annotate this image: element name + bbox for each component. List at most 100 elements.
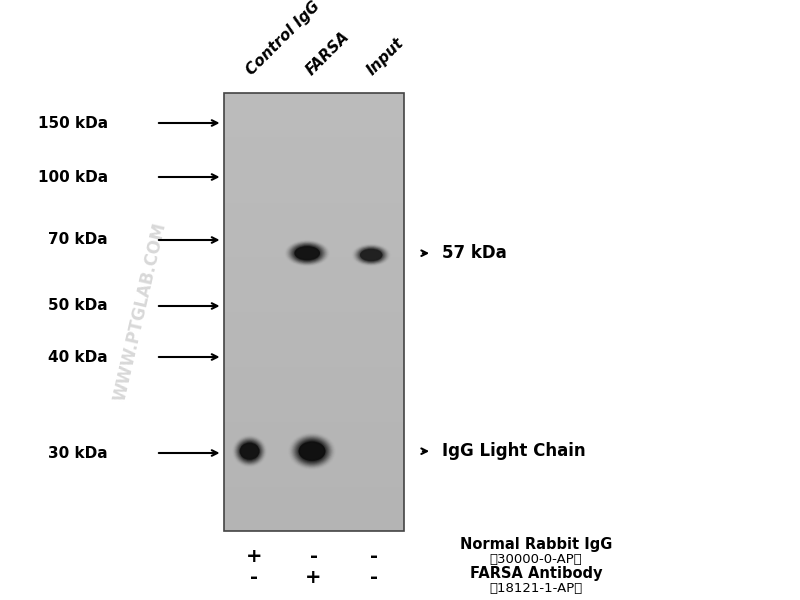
- Text: FARSA Antibody: FARSA Antibody: [470, 566, 602, 581]
- Bar: [224, 148, 404, 159]
- Ellipse shape: [290, 434, 334, 468]
- Ellipse shape: [294, 245, 320, 261]
- Bar: [224, 334, 404, 345]
- Ellipse shape: [286, 241, 328, 265]
- Bar: [224, 115, 404, 126]
- Bar: [224, 356, 404, 367]
- Bar: [224, 93, 404, 531]
- Text: FARSA: FARSA: [303, 29, 352, 78]
- Text: +: +: [246, 547, 262, 566]
- Text: 50 kDa: 50 kDa: [48, 298, 108, 313]
- Ellipse shape: [235, 438, 263, 464]
- Text: 30 kDa: 30 kDa: [48, 445, 108, 461]
- Ellipse shape: [299, 442, 325, 460]
- Text: WWW.PTGLAB.COM: WWW.PTGLAB.COM: [110, 221, 170, 403]
- Bar: [224, 301, 404, 312]
- Text: -: -: [250, 568, 258, 587]
- Ellipse shape: [240, 443, 259, 459]
- Text: 40 kDa: 40 kDa: [48, 349, 108, 364]
- Bar: [224, 93, 404, 104]
- Bar: [224, 279, 404, 290]
- Ellipse shape: [295, 247, 319, 260]
- Bar: [224, 159, 404, 170]
- Bar: [224, 476, 404, 487]
- Text: 100 kDa: 100 kDa: [38, 169, 108, 185]
- Ellipse shape: [358, 248, 384, 262]
- Bar: [224, 104, 404, 115]
- Bar: [224, 137, 404, 148]
- Bar: [224, 257, 404, 268]
- Bar: [224, 454, 404, 466]
- Text: Control IgG: Control IgG: [244, 0, 323, 78]
- Ellipse shape: [239, 442, 260, 461]
- Ellipse shape: [355, 246, 387, 264]
- Bar: [224, 378, 404, 389]
- Ellipse shape: [356, 247, 386, 263]
- Ellipse shape: [358, 247, 385, 263]
- Ellipse shape: [234, 436, 266, 466]
- Ellipse shape: [290, 244, 324, 263]
- Text: -: -: [370, 547, 378, 566]
- Ellipse shape: [285, 241, 330, 266]
- Ellipse shape: [361, 249, 382, 261]
- Ellipse shape: [352, 244, 390, 266]
- Ellipse shape: [290, 243, 325, 263]
- Bar: [224, 246, 404, 257]
- Bar: [224, 323, 404, 334]
- Text: （30000-0-AP）: （30000-0-AP）: [490, 553, 582, 566]
- Bar: [224, 443, 404, 454]
- Bar: [224, 170, 404, 181]
- Text: Normal Rabbit IgG: Normal Rabbit IgG: [460, 538, 612, 552]
- Text: 70 kDa: 70 kDa: [48, 232, 108, 247]
- Text: +: +: [306, 568, 322, 587]
- Bar: [224, 498, 404, 509]
- Bar: [224, 367, 404, 378]
- Text: 150 kDa: 150 kDa: [38, 115, 108, 130]
- Ellipse shape: [294, 438, 330, 464]
- Ellipse shape: [287, 242, 327, 265]
- Bar: [224, 487, 404, 498]
- Text: 57 kDa: 57 kDa: [442, 244, 507, 262]
- Text: -: -: [310, 547, 318, 566]
- Text: Input: Input: [364, 35, 406, 78]
- Bar: [224, 290, 404, 301]
- Bar: [224, 509, 404, 520]
- Bar: [224, 520, 404, 531]
- Ellipse shape: [289, 242, 326, 264]
- Bar: [224, 202, 404, 214]
- Ellipse shape: [233, 436, 266, 467]
- Ellipse shape: [297, 439, 327, 463]
- Bar: [224, 126, 404, 137]
- Text: （18121-1-AP）: （18121-1-AP）: [490, 581, 582, 595]
- Bar: [224, 312, 404, 323]
- Ellipse shape: [240, 443, 259, 460]
- Bar: [224, 433, 404, 443]
- Ellipse shape: [299, 441, 325, 461]
- Text: -: -: [370, 568, 378, 587]
- Ellipse shape: [292, 436, 332, 467]
- Bar: [224, 191, 404, 202]
- Ellipse shape: [293, 245, 322, 262]
- Ellipse shape: [238, 441, 261, 461]
- Bar: [224, 181, 404, 191]
- Ellipse shape: [295, 246, 319, 260]
- Ellipse shape: [294, 437, 330, 466]
- Ellipse shape: [238, 440, 262, 463]
- Ellipse shape: [291, 435, 333, 467]
- Ellipse shape: [359, 248, 383, 262]
- Ellipse shape: [298, 440, 326, 462]
- Ellipse shape: [237, 439, 262, 463]
- Ellipse shape: [289, 433, 335, 469]
- Ellipse shape: [353, 245, 390, 265]
- Bar: [224, 345, 404, 356]
- Bar: [224, 214, 404, 224]
- Ellipse shape: [234, 437, 265, 465]
- Bar: [224, 400, 404, 410]
- Text: IgG Light Chain: IgG Light Chain: [442, 442, 586, 460]
- Ellipse shape: [292, 244, 322, 262]
- Bar: [224, 268, 404, 279]
- Ellipse shape: [296, 439, 328, 464]
- Ellipse shape: [354, 245, 388, 265]
- Bar: [224, 389, 404, 400]
- Bar: [224, 224, 404, 235]
